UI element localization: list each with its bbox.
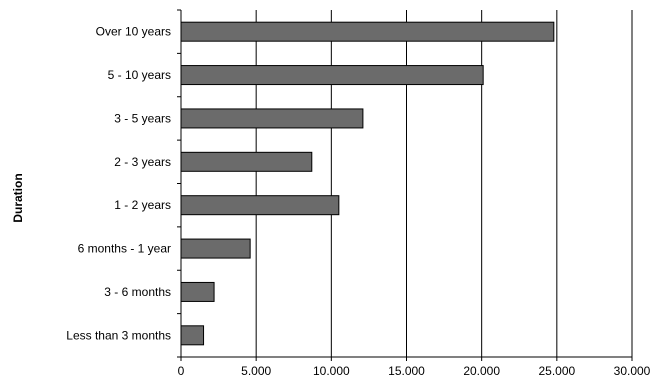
bars: [180, 21, 555, 346]
bar: [180, 151, 313, 172]
axes: [177, 9, 632, 358]
category-label: 5 - 10 years: [108, 68, 171, 82]
x-tick-label: 30.000: [614, 364, 651, 378]
x-tick-label: 10.000: [313, 364, 350, 378]
category-label: Over 10 years: [96, 25, 171, 39]
bar: [180, 108, 364, 129]
bar: [180, 195, 340, 216]
category-label: Less than 3 months: [66, 328, 171, 342]
x-tick-label: 5.000: [241, 364, 271, 378]
bar: [180, 65, 484, 86]
gridlines: [180, 10, 633, 361]
x-tick-label: 0: [178, 364, 185, 378]
y-axis-title: Duration: [11, 173, 25, 222]
category-label: 3 - 5 years: [114, 111, 171, 125]
bar: [180, 21, 555, 42]
category-label: 2 - 3 years: [114, 155, 171, 169]
category-label: 3 - 6 months: [104, 285, 171, 299]
bar: [180, 281, 215, 302]
x-tick-label: 15.000: [388, 364, 425, 378]
x-tick-labels: 0 5.000 10.000 15.000 20.000 25.000 30.000: [178, 364, 651, 378]
category-labels: Over 10 years 5 - 10 years 3 - 5 years 2 - …: [66, 25, 171, 343]
category-label: 1 - 2 years: [114, 198, 171, 212]
bar: [180, 238, 251, 259]
x-tick-label: 20.000: [463, 364, 500, 378]
bar: [180, 325, 205, 346]
category-label: 6 months - 1 year: [78, 242, 171, 256]
x-tick-label: 25.000: [538, 364, 575, 378]
